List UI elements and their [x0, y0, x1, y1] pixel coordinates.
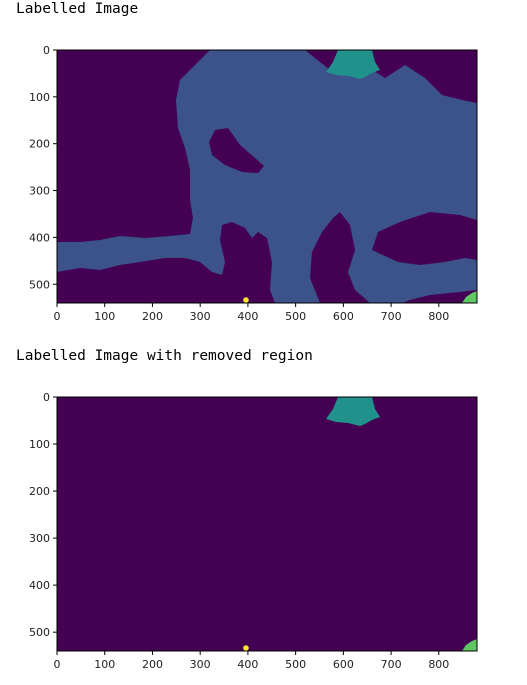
- x-tick-label: 600: [333, 310, 354, 323]
- y-tick-label: 400: [29, 231, 50, 244]
- y-tick-label: 500: [29, 278, 50, 291]
- x-tick-label: 100: [94, 310, 115, 323]
- axes-frame: [56, 49, 478, 304]
- large-region-main: [57, 50, 477, 303]
- x-tick-label: 500: [285, 310, 306, 323]
- x-axis: 0 100 200 300 400 500 600 700 800: [54, 651, 449, 671]
- corner-region: [462, 639, 477, 651]
- cell-caption-labelled-image: Labelled Image: [16, 1, 139, 17]
- image-area: [57, 50, 477, 303]
- y-axis: 0 100 200 300 400 500: [29, 44, 57, 291]
- y-tick-label: 100: [29, 91, 50, 104]
- background-label-region: [57, 397, 477, 651]
- corner-region: [462, 291, 477, 303]
- image-area: [57, 397, 477, 651]
- x-tick-label: 700: [381, 658, 402, 671]
- x-tick-label: 600: [333, 658, 354, 671]
- labelled-image-plot: 0 100 200 300 400 500 600 700 800 0 100 200 300 400 5…: [29, 44, 478, 323]
- x-tick-label: 700: [381, 310, 402, 323]
- y-tick-label: 200: [29, 485, 50, 498]
- x-tick-label: 800: [428, 310, 449, 323]
- x-tick-label: 500: [285, 658, 306, 671]
- top-region: [326, 50, 380, 79]
- cell-caption-removed-region: Labelled Image with removed region: [16, 348, 313, 364]
- x-axis: 0 100 200 300 400 500 600 700 800: [54, 303, 449, 323]
- x-tick-label: 300: [190, 658, 211, 671]
- y-tick-label: 500: [29, 626, 50, 639]
- background-hole-center: [209, 128, 264, 173]
- large-region: [57, 50, 477, 303]
- top-region: [326, 397, 380, 426]
- x-tick-label: 400: [237, 310, 258, 323]
- y-tick-label: 400: [29, 579, 50, 592]
- y-tick-label: 0: [43, 44, 50, 57]
- dot-region: [243, 645, 249, 651]
- x-tick-label: 200: [142, 310, 163, 323]
- x-tick-label: 200: [142, 658, 163, 671]
- y-tick-label: 100: [29, 438, 50, 451]
- y-tick-label: 200: [29, 138, 50, 151]
- y-tick-label: 300: [29, 532, 50, 545]
- x-tick-label: 100: [94, 658, 115, 671]
- x-tick-label: 0: [54, 658, 61, 671]
- x-tick-label: 800: [428, 658, 449, 671]
- axes-frame: [56, 396, 478, 652]
- x-tick-label: 0: [54, 310, 61, 323]
- y-tick-label: 300: [29, 185, 50, 198]
- x-tick-label: 300: [190, 310, 211, 323]
- x-tick-label: 400: [237, 658, 258, 671]
- y-tick-label: 0: [43, 391, 50, 404]
- dot-region: [243, 297, 249, 303]
- y-axis: 0 100 200 300 400 500: [29, 391, 57, 639]
